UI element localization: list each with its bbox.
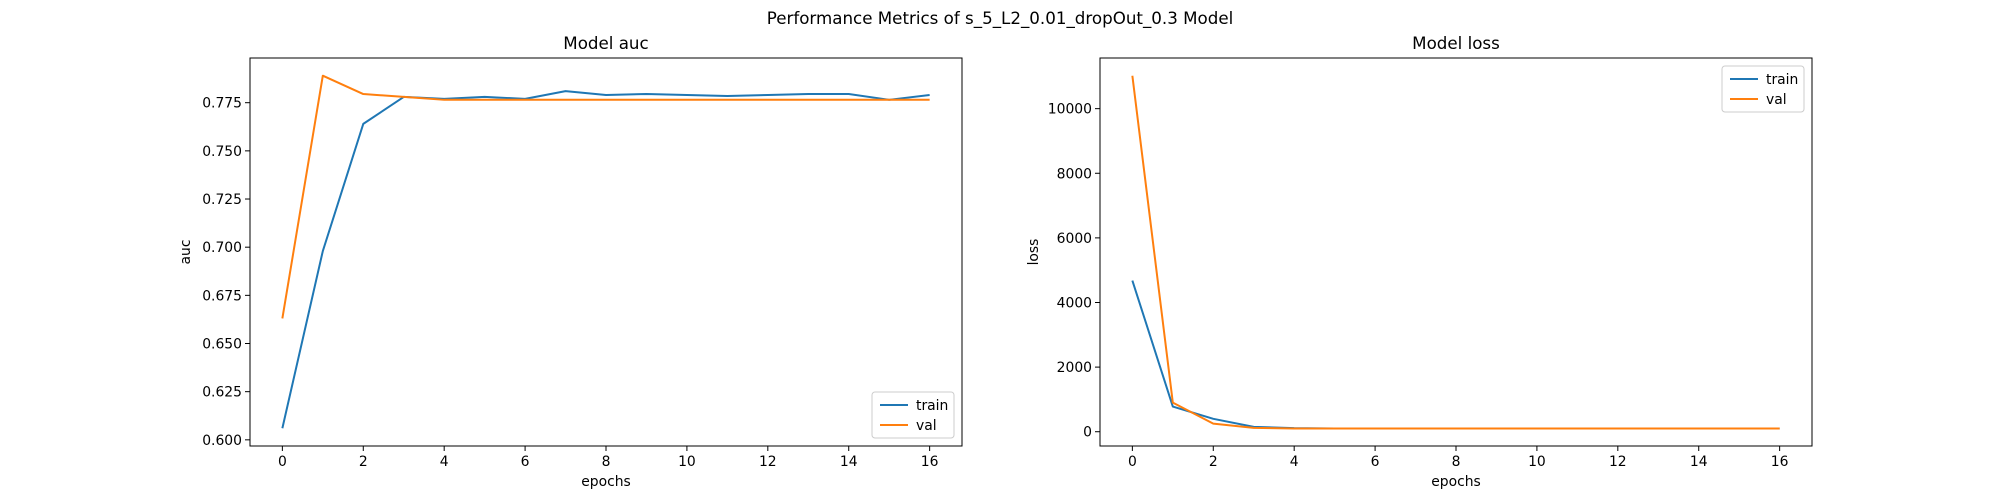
y-tick-label: 10000: [1048, 102, 1092, 118]
y-tick-label: 0.675: [202, 288, 242, 304]
y-tick-label: 0.750: [202, 144, 242, 160]
figure-suptitle: Performance Metrics of s_5_L2_0.01_dropO…: [767, 8, 1234, 29]
legend-label-val: val: [916, 418, 937, 434]
y-tick-label: 0.725: [202, 192, 242, 208]
chart-title: Model auc: [563, 33, 648, 53]
plot-frame: [1099, 57, 1813, 447]
legend-box: [1721, 65, 1805, 113]
y-axis-label: loss: [1026, 239, 1042, 266]
x-tick-label: 6: [1371, 454, 1380, 470]
y-tick-label: 4000: [1057, 295, 1092, 311]
y-tick-label: 2000: [1057, 360, 1092, 376]
y-tick-label: 0.650: [202, 337, 242, 353]
x-tick-label: 12: [1609, 454, 1627, 470]
series-line-val: [1131, 75, 1780, 430]
y-tick-label: 6000: [1057, 231, 1092, 247]
y-tick-label: 0: [1083, 425, 1092, 441]
x-tick-label: 16: [921, 454, 939, 470]
x-tick-label: 8: [1452, 454, 1461, 470]
y-tick-label: 0.700: [202, 240, 242, 256]
y-tick-label: 0.600: [202, 433, 242, 449]
series-line-train: [1131, 280, 1780, 430]
legend-label-train: train: [1766, 72, 1798, 88]
chart-title: Model loss: [1412, 33, 1500, 53]
x-tick-label: 10: [678, 454, 696, 470]
x-tick-label: 2: [1209, 454, 1218, 470]
y-tick-label: 8000: [1057, 166, 1092, 182]
series-line-val: [281, 74, 930, 319]
x-tick-label: 8: [602, 454, 611, 470]
x-tick-label: 14: [840, 454, 858, 470]
series-line-train: [281, 90, 930, 429]
y-tick-label: 0.775: [202, 96, 242, 112]
x-tick-label: 10: [1528, 454, 1546, 470]
x-tick-label: 0: [1128, 454, 1137, 470]
legend-label-val: val: [1766, 92, 1787, 108]
x-tick-label: 16: [1771, 454, 1789, 470]
x-tick-label: 6: [521, 454, 530, 470]
legend-box: [871, 391, 955, 439]
x-tick-label: 2: [359, 454, 368, 470]
x-tick-label: 0: [278, 454, 287, 470]
plot-frame: [249, 57, 963, 447]
x-tick-label: 12: [759, 454, 777, 470]
x-axis-label: epochs: [581, 474, 631, 490]
legend-label-train: train: [916, 398, 948, 414]
y-tick-label: 0.625: [202, 385, 242, 401]
y-axis-label: auc: [178, 240, 194, 265]
x-axis-label: epochs: [1431, 474, 1481, 490]
x-tick-label: 14: [1690, 454, 1708, 470]
x-tick-label: 4: [440, 454, 449, 470]
x-tick-label: 4: [1290, 454, 1299, 470]
